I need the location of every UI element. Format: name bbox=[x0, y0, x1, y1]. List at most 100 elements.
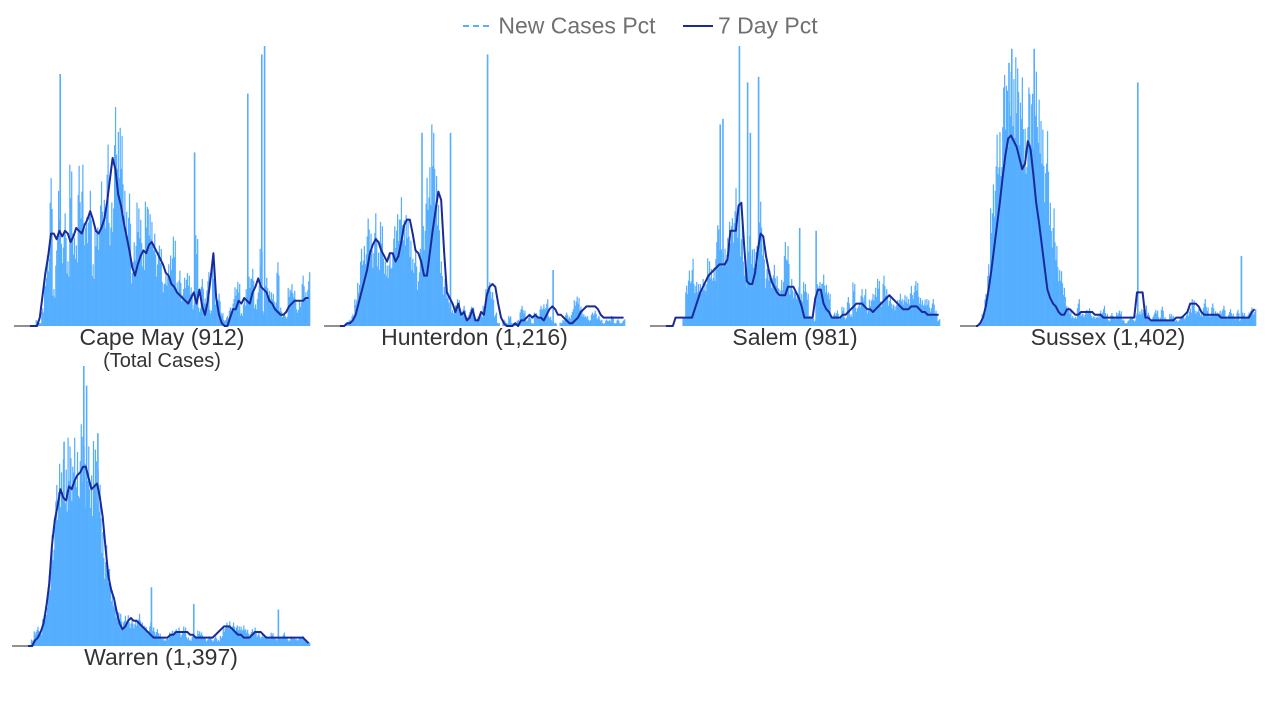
bar bbox=[86, 243, 89, 326]
bar bbox=[141, 622, 143, 646]
bar bbox=[218, 641, 221, 646]
bar bbox=[1068, 310, 1070, 326]
bar bbox=[101, 211, 104, 326]
bar bbox=[1210, 314, 1212, 326]
bar bbox=[527, 320, 529, 326]
bar bbox=[125, 230, 127, 326]
bar bbox=[999, 131, 1001, 326]
bar bbox=[431, 124, 433, 327]
bar-spike bbox=[798, 228, 801, 326]
bar bbox=[498, 322, 500, 326]
bar bbox=[713, 267, 715, 326]
bar bbox=[117, 619, 119, 646]
bar-spike bbox=[722, 118, 724, 326]
bar bbox=[110, 227, 112, 326]
bar bbox=[507, 323, 509, 326]
bar-spike bbox=[1240, 256, 1243, 326]
bar bbox=[96, 229, 98, 326]
bar bbox=[1029, 94, 1031, 326]
bar bbox=[296, 640, 299, 646]
bar bbox=[283, 312, 286, 326]
bar bbox=[157, 252, 160, 326]
bar bbox=[264, 638, 267, 646]
bar bbox=[262, 634, 264, 646]
bar bbox=[871, 299, 873, 326]
bar bbox=[1131, 316, 1134, 326]
bar bbox=[919, 298, 922, 326]
bar bbox=[72, 466, 74, 646]
bar bbox=[214, 304, 217, 326]
bar bbox=[483, 310, 485, 326]
bar bbox=[461, 314, 463, 326]
bar bbox=[107, 144, 109, 326]
bar bbox=[591, 312, 593, 326]
bar bbox=[52, 295, 54, 326]
bar bbox=[896, 304, 898, 326]
bar bbox=[55, 501, 57, 646]
bar bbox=[94, 225, 96, 326]
bar bbox=[106, 545, 108, 646]
bar bbox=[113, 208, 115, 326]
bar bbox=[800, 299, 802, 326]
bar bbox=[995, 166, 997, 326]
bar bbox=[51, 535, 53, 646]
bar bbox=[542, 308, 544, 326]
bar bbox=[813, 318, 815, 326]
bar bbox=[1121, 320, 1123, 326]
bar bbox=[410, 240, 412, 326]
bar bbox=[903, 300, 905, 326]
bar bbox=[1236, 312, 1238, 326]
bar bbox=[607, 321, 610, 326]
bar bbox=[217, 640, 220, 646]
bar bbox=[465, 318, 467, 326]
bar bbox=[790, 286, 792, 326]
bar bbox=[1087, 313, 1089, 326]
bar bbox=[1179, 319, 1181, 326]
bar bbox=[286, 316, 288, 326]
bar bbox=[393, 238, 395, 326]
bar bbox=[762, 239, 765, 326]
bar bbox=[370, 233, 372, 326]
bar bbox=[1252, 311, 1254, 326]
bar bbox=[189, 294, 191, 326]
bar bbox=[845, 317, 848, 326]
bar bbox=[44, 286, 47, 326]
bar bbox=[291, 284, 293, 326]
bar bbox=[869, 305, 871, 326]
bar bbox=[195, 638, 197, 646]
bar bbox=[1182, 316, 1184, 326]
bar bbox=[488, 289, 490, 326]
bar bbox=[493, 317, 496, 326]
bar bbox=[240, 315, 242, 326]
bar bbox=[850, 314, 852, 326]
bar bbox=[540, 305, 542, 326]
bar bbox=[164, 283, 166, 326]
bar bbox=[1218, 313, 1220, 326]
bar bbox=[142, 628, 144, 646]
bar bbox=[361, 264, 364, 326]
bar bbox=[730, 226, 733, 326]
bar bbox=[383, 273, 385, 326]
bar bbox=[137, 620, 139, 646]
bar bbox=[1009, 115, 1011, 326]
bar bbox=[902, 304, 904, 326]
bar bbox=[1145, 305, 1148, 326]
bar bbox=[1174, 320, 1177, 326]
bar bbox=[457, 304, 460, 326]
bar bbox=[1081, 313, 1083, 326]
bar bbox=[879, 301, 881, 326]
bar bbox=[571, 312, 574, 326]
bar bbox=[411, 270, 413, 326]
bar bbox=[748, 251, 750, 326]
bar bbox=[614, 323, 616, 326]
bar bbox=[177, 630, 179, 646]
bar bbox=[929, 307, 931, 326]
bar bbox=[1167, 320, 1169, 326]
bar bbox=[285, 318, 287, 326]
bar bbox=[81, 191, 83, 326]
bar bbox=[213, 267, 216, 326]
bar bbox=[845, 319, 847, 326]
bar bbox=[142, 266, 144, 326]
bar bbox=[254, 308, 256, 326]
bar bbox=[254, 627, 256, 646]
